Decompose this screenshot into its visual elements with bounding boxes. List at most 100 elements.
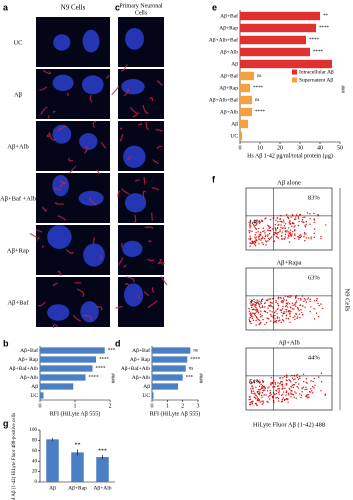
event-dot xyxy=(255,238,257,240)
stain xyxy=(54,201,64,205)
condition-label: Aβ+Baf xyxy=(7,299,29,306)
event-dot xyxy=(286,303,289,305)
nucleus xyxy=(78,190,104,206)
event-dot xyxy=(253,242,255,244)
event-dot xyxy=(249,242,251,244)
event-dot xyxy=(303,233,306,235)
event-dot xyxy=(249,220,252,222)
event-dot xyxy=(283,299,285,301)
event-dot xyxy=(296,373,298,376)
event-dot xyxy=(264,235,267,238)
event-dot xyxy=(251,390,253,393)
stain xyxy=(124,283,130,286)
event-dot xyxy=(271,395,274,398)
event-dot xyxy=(249,313,251,315)
event-dot xyxy=(282,377,284,379)
event-dot xyxy=(256,380,258,382)
significance: *** xyxy=(186,376,194,381)
stain xyxy=(47,114,50,119)
event-dot xyxy=(248,232,251,234)
event-dot xyxy=(286,379,288,382)
event-dot xyxy=(269,383,272,385)
nucleus xyxy=(79,133,98,151)
event-dot xyxy=(275,310,277,312)
event-dot xyxy=(293,222,295,225)
event-dot xyxy=(320,372,323,374)
event-dot xyxy=(303,298,306,300)
event-dot xyxy=(289,232,291,234)
event-dot xyxy=(249,237,252,239)
event-dot xyxy=(299,377,301,380)
event-dot xyxy=(313,318,316,320)
bar xyxy=(240,131,242,141)
stain xyxy=(76,288,85,298)
event-dot xyxy=(290,216,292,218)
gate-percent: 44% xyxy=(308,354,321,361)
significance: **** xyxy=(309,38,320,43)
event-dot xyxy=(269,304,272,306)
event-dot xyxy=(259,313,262,315)
stain xyxy=(111,86,120,96)
event-dot xyxy=(263,237,266,240)
stain xyxy=(96,169,100,175)
event-dot xyxy=(278,391,280,394)
panel-label: e xyxy=(212,2,217,12)
event-dot xyxy=(293,378,295,381)
event-dot xyxy=(268,238,271,241)
event-dot xyxy=(261,306,264,308)
event-dot xyxy=(276,217,279,219)
event-dot xyxy=(301,387,303,389)
event-dot xyxy=(264,232,266,234)
y-tick-label: Aβ+Baf xyxy=(220,72,238,79)
y-tick-label: Aβ+Baf xyxy=(220,12,238,19)
event-dot xyxy=(250,304,252,306)
event-dot xyxy=(311,390,313,392)
event-dot xyxy=(249,402,251,404)
event-dot xyxy=(284,227,287,229)
gate-percent: 63% xyxy=(308,274,321,281)
significance: ** xyxy=(75,443,81,449)
event-dot xyxy=(275,219,277,221)
event-dot xyxy=(289,219,291,222)
event-dot xyxy=(285,391,288,394)
event-dot xyxy=(287,231,290,233)
significance: ns xyxy=(257,74,262,79)
event-dot xyxy=(294,318,296,321)
bar xyxy=(152,392,154,399)
event-dot xyxy=(254,305,256,307)
stain xyxy=(100,141,107,149)
event-dot xyxy=(285,383,287,385)
event-dot xyxy=(256,311,258,313)
stain xyxy=(134,179,140,182)
event-dot xyxy=(251,317,253,320)
event-dot xyxy=(300,309,302,311)
event-dot xyxy=(303,236,305,238)
event-dot xyxy=(258,393,261,396)
event-dot xyxy=(258,382,261,384)
event-dot xyxy=(300,235,302,238)
stain xyxy=(117,190,121,198)
event-dot xyxy=(269,305,271,308)
event-dot xyxy=(287,234,290,237)
event-dot xyxy=(260,302,263,305)
nucleus xyxy=(47,225,72,250)
y-tick-label: 60 xyxy=(32,449,38,454)
stain xyxy=(100,254,103,260)
event-dot xyxy=(306,388,308,391)
event-dot xyxy=(260,310,262,312)
event-dot xyxy=(288,241,291,243)
event-dot xyxy=(255,324,257,326)
stain xyxy=(144,226,154,229)
bar xyxy=(240,71,254,81)
event-dot xyxy=(253,304,255,306)
event-dot xyxy=(262,380,265,383)
event-dot xyxy=(283,312,286,315)
event-dot xyxy=(279,377,281,379)
event-dot xyxy=(274,227,276,229)
condition-label: Aβ xyxy=(14,91,23,98)
event-dot xyxy=(267,298,269,300)
event-dot xyxy=(276,236,279,238)
event-dot xyxy=(297,387,300,389)
event-dot xyxy=(298,234,301,237)
event-dot xyxy=(264,306,266,308)
